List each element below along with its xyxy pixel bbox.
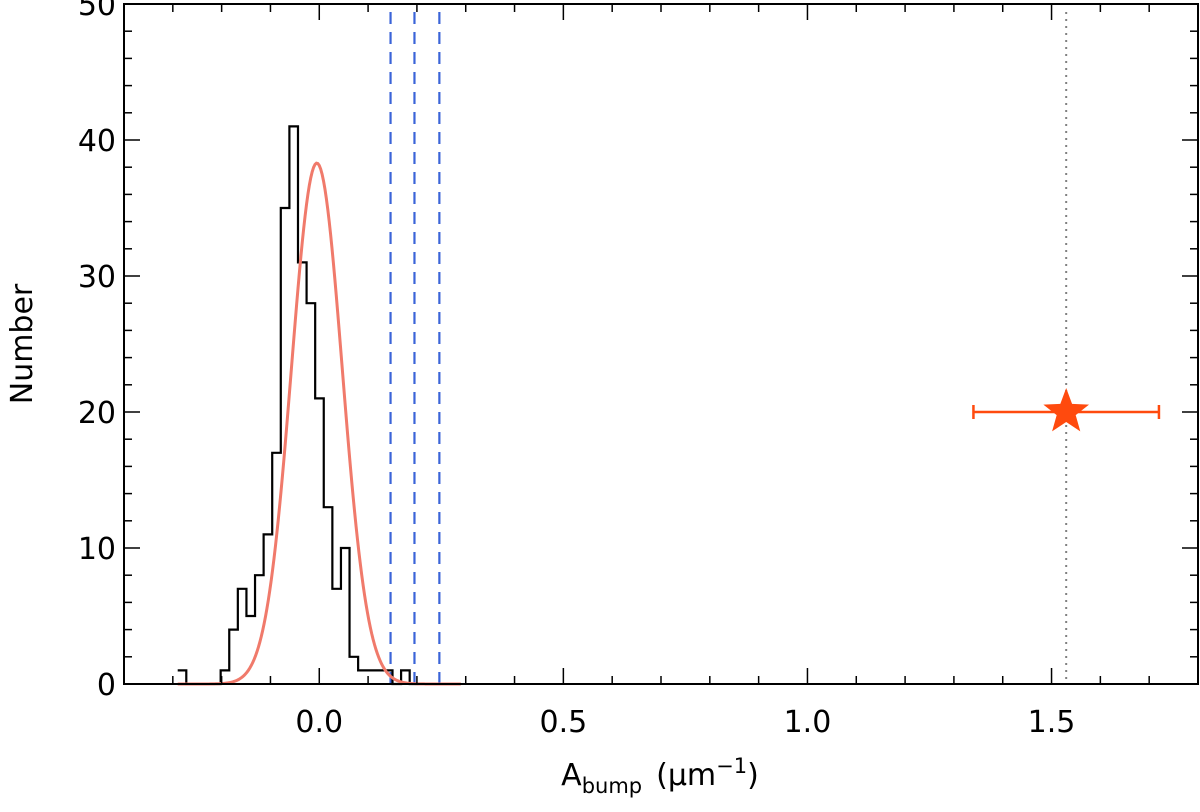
y-tick-label: 40 — [78, 124, 116, 159]
histogram-bin — [315, 398, 324, 684]
x-axis-title-sub: bump — [582, 774, 642, 798]
x-axis-title: Abump (μm−1) — [561, 754, 759, 798]
x-tick-label: 0.5 — [540, 705, 588, 740]
histogram-bin — [246, 616, 255, 684]
vertical-lines — [389, 12, 1068, 684]
histogram — [177, 125, 419, 686]
histogram-outline — [177, 125, 419, 686]
histogram-bin — [298, 262, 307, 684]
histogram-bin — [375, 670, 384, 684]
histogram-bin — [238, 589, 247, 684]
y-tick-label: 30 — [78, 260, 116, 295]
star-marker — [1043, 388, 1090, 432]
x-axis-title-main: A — [561, 758, 582, 793]
y-tick-label: 20 — [78, 396, 116, 431]
histogram-bin — [341, 548, 350, 684]
histogram-bin — [307, 303, 316, 684]
x-axis-ticks: 0.0 0.5 1.0 1.5 — [172, 4, 1150, 740]
measurement-marker — [972, 388, 1161, 432]
y-tick-label: 10 — [78, 532, 116, 567]
x-tick-label: 0.0 — [295, 705, 343, 740]
histogram-bin — [289, 126, 298, 684]
histogram-bin — [229, 630, 238, 684]
histogram-bin — [324, 507, 333, 684]
y-tick-label: 0 — [97, 668, 116, 703]
y-tick-label: 50 — [78, 0, 116, 23]
histogram-bin — [332, 589, 341, 684]
y-axis-title: Number — [5, 283, 40, 404]
histogram-bin — [358, 670, 367, 684]
histogram-bin — [178, 670, 187, 684]
histogram-bin — [350, 657, 359, 684]
x-tick-label: 1.0 — [784, 705, 832, 740]
x-axis-title-unit: (μm — [656, 758, 716, 793]
y-axis-ticks: 0 10 20 30 40 50 — [78, 0, 1198, 703]
x-axis-title-unit-close: ) — [747, 758, 759, 793]
x-tick-label: 1.5 — [1028, 705, 1076, 740]
x-axis-title-unit-sup: −1 — [716, 754, 747, 778]
